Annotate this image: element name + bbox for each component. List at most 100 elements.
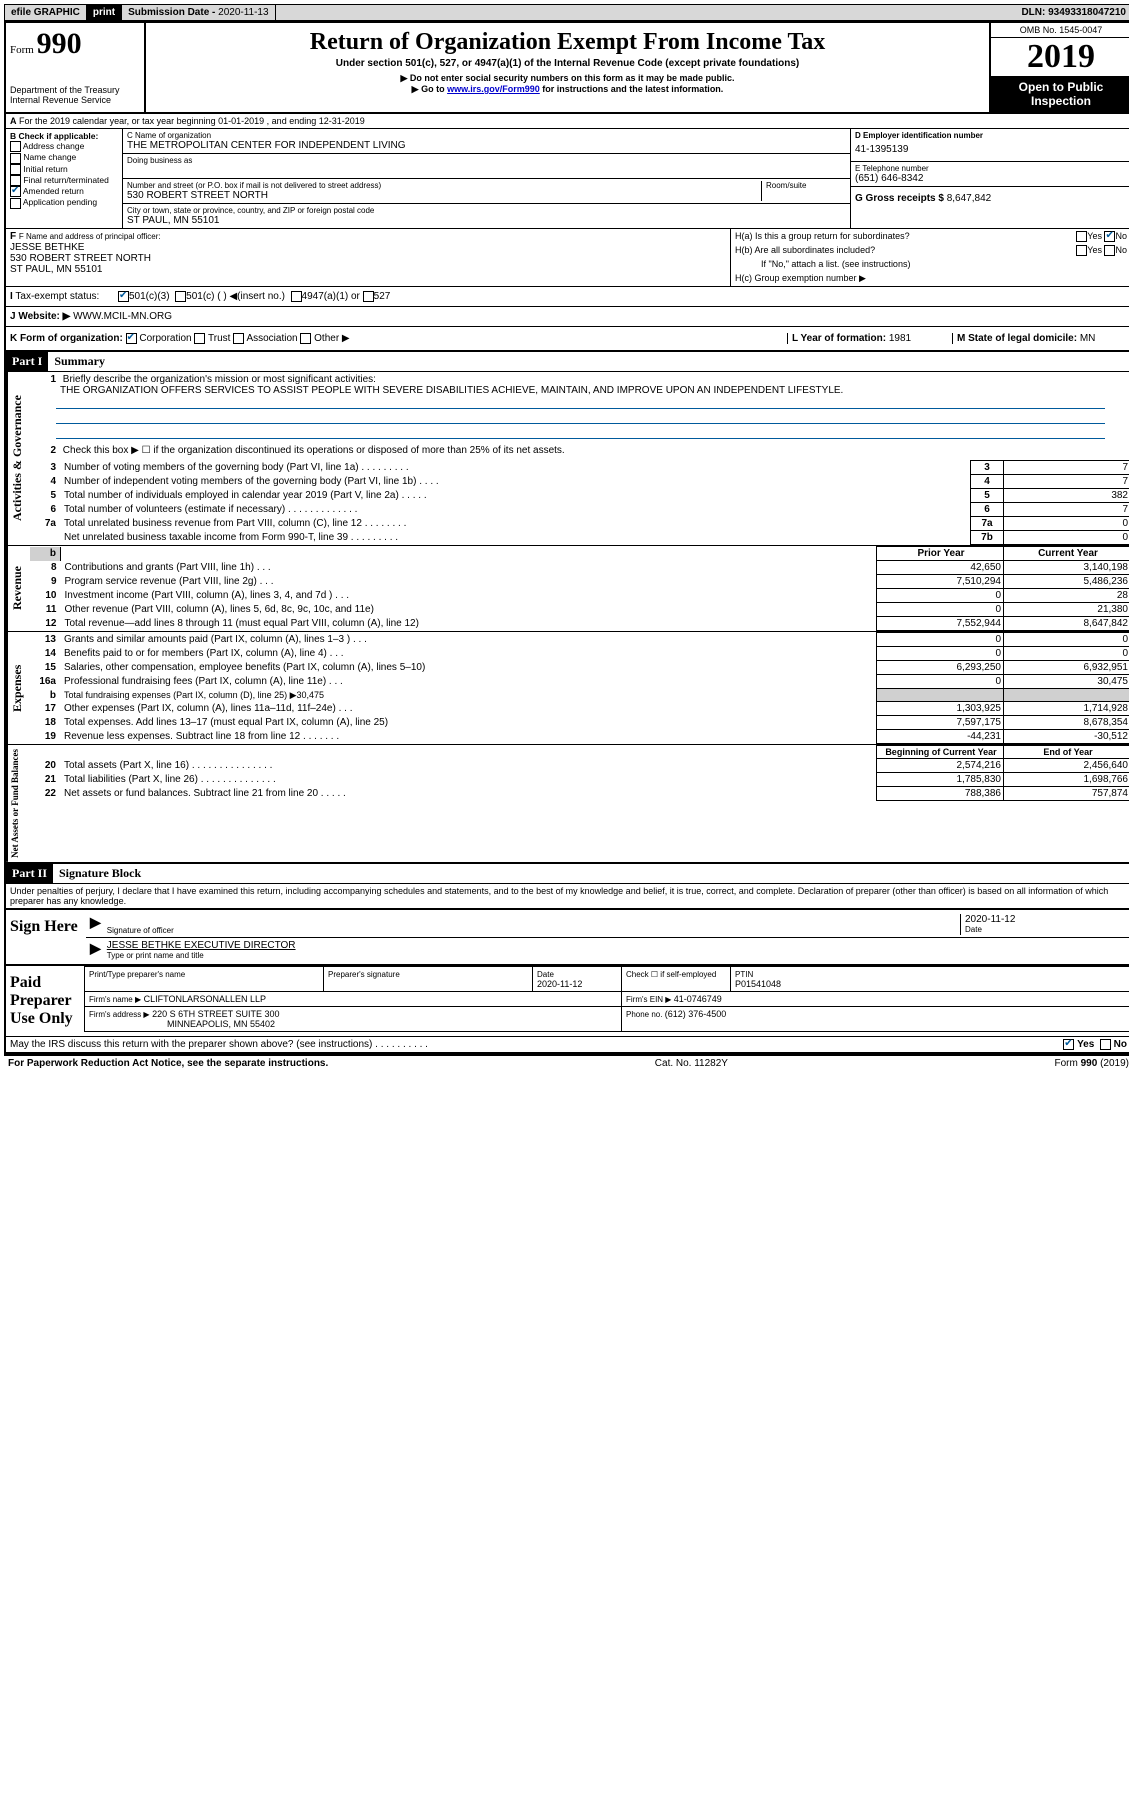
k-other-cb[interactable]: [300, 333, 311, 344]
section-a: A For the 2019 calendar year, or tax yea…: [6, 114, 1129, 129]
box-i: I Tax-exempt status: 501(c)(3) 501(c) ( …: [6, 287, 1129, 307]
ag-table: 3Number of voting members of the governi…: [30, 460, 1129, 545]
discuss-no-cb[interactable]: [1100, 1039, 1111, 1050]
ha-no-cb[interactable]: [1104, 231, 1115, 242]
phone-value: (612) 376-4500: [665, 1009, 727, 1019]
box-f: F F Name and address of principal office…: [6, 229, 730, 286]
prep-name-label: Print/Type preparer's name: [89, 970, 185, 979]
sig-date: 2020-11-12: [965, 914, 1125, 925]
fh-row: F F Name and address of principal office…: [6, 229, 1129, 287]
part1-body: Activities & Governance 1 Briefly descri…: [6, 372, 1129, 545]
expense-row: 17Other expenses (Part IX, column (A), l…: [30, 702, 1129, 716]
firm-ein-label: Firm's EIN ▶: [626, 995, 674, 1004]
phone-label: Phone no.: [626, 1010, 665, 1019]
k-trust-cb[interactable]: [194, 333, 205, 344]
j-value: WWW.MCIL-MN.ORG: [73, 311, 172, 322]
ha-yes-cb[interactable]: [1076, 231, 1087, 242]
open-public: Open to Public Inspection: [991, 76, 1129, 112]
side-rev: Revenue: [6, 546, 30, 631]
summary-row: 3Number of voting members of the governi…: [30, 461, 1129, 475]
k-assoc-cb[interactable]: [233, 333, 244, 344]
revenue-row: 12Total revenue—add lines 8 through 11 (…: [30, 617, 1129, 631]
f-addr: 530 ROBERT STREET NORTH: [10, 253, 726, 264]
discuss-yes-cb[interactable]: [1063, 1039, 1074, 1050]
form-header: Form 990 Department of the Treasury Inte…: [6, 23, 1129, 114]
irs-link[interactable]: www.irs.gov/Form990: [447, 84, 540, 94]
firm-addr2: MINNEAPOLIS, MN 55402: [89, 1019, 275, 1029]
netasset-row: 22Net assets or fund balances. Subtract …: [30, 787, 1129, 801]
j-label: Website: ▶: [18, 311, 70, 322]
m-value: MN: [1080, 333, 1096, 344]
discuss-row: May the IRS discuss this return with the…: [6, 1036, 1129, 1053]
l1-label: Briefly describe the organization's miss…: [63, 374, 376, 385]
hc-text: H(c) Group exemption number ▶: [731, 271, 1129, 286]
box-b-checkbox[interactable]: [10, 186, 21, 197]
netasset-row: 21Total liabilities (Part X, line 26) . …: [30, 773, 1129, 787]
firm-name-label: Firm's name ▶: [89, 995, 141, 1004]
summary-row: 6Total number of volunteers (estimate if…: [30, 503, 1129, 517]
sig-name: JESSE BETHKE EXECUTIVE DIRECTOR: [107, 940, 1125, 951]
hb-yes-cb[interactable]: [1076, 245, 1087, 256]
arrow-icon: ▶: [90, 940, 101, 960]
firm-name: CLIFTONLARSONALLEN LLP: [144, 994, 266, 1004]
prep-date-label: Date: [537, 970, 554, 979]
page-footer: For Paperwork Reduction Act Notice, see …: [4, 1055, 1129, 1071]
part2-header: Part II Signature Block: [6, 862, 1129, 884]
box-b-title: B Check if applicable:: [10, 131, 98, 141]
part1-header: Part I Summary: [6, 350, 1129, 372]
footer-right: Form 990 (2019): [1055, 1058, 1129, 1069]
paid-prep-label: Paid Preparer Use Only: [6, 966, 84, 1036]
box-b-item: Initial return: [10, 164, 118, 175]
section-a-text: For the 2019 calendar year, or tax year …: [19, 116, 365, 126]
box-b-checkbox[interactable]: [10, 153, 21, 164]
bcdeg-row: B Check if applicable: Address change Na…: [6, 129, 1129, 229]
revenue-row: 8Contributions and grants (Part VIII, li…: [30, 561, 1129, 575]
box-j: J Website: ▶ WWW.MCIL-MN.ORG: [6, 307, 1129, 327]
sig-officer-label: Signature of officer: [107, 926, 960, 935]
box-b-item: Name change: [10, 152, 118, 163]
c-city: ST PAUL, MN 55101: [127, 215, 846, 226]
i-527-cb[interactable]: [363, 291, 374, 302]
side-ag: Activities & Governance: [6, 372, 30, 545]
i-501c3-cb[interactable]: [118, 291, 129, 302]
prior-year-header: Prior Year: [877, 547, 1004, 561]
firm-ein: 41-0746749: [674, 994, 722, 1004]
prep-date: 2020-11-12: [537, 979, 582, 989]
begin-year-header: Beginning of Current Year: [877, 746, 1004, 759]
i-501c-cb[interactable]: [175, 291, 186, 302]
box-b-checkbox[interactable]: [10, 164, 21, 175]
firm-addr1: 220 S 6TH STREET SUITE 300: [152, 1009, 279, 1019]
k-corp-cb[interactable]: [126, 333, 137, 344]
g-label: G Gross receipts $: [855, 193, 947, 204]
i-4947-cb[interactable]: [291, 291, 302, 302]
discuss-text: May the IRS discuss this return with the…: [10, 1039, 428, 1050]
form-note1: ▶ Do not enter social security numbers o…: [152, 73, 983, 84]
ptin-label: PTIN: [735, 970, 753, 979]
d-value: 41-1395139: [855, 140, 1127, 159]
form-note2: ▶ Go to www.irs.gov/Form990 for instruct…: [152, 84, 983, 95]
ptin-value: P01541048: [735, 979, 781, 989]
box-h: H(a) Is this a group return for subordin…: [730, 229, 1129, 286]
l1-text: THE ORGANIZATION OFFERS SERVICES TO ASSI…: [34, 385, 1127, 396]
d-label: D Employer identification number: [855, 131, 1127, 140]
expense-row: 13Grants and similar amounts paid (Part …: [30, 633, 1129, 647]
summary-row: Net unrelated business taxable income fr…: [30, 531, 1129, 545]
box-b-checkbox[interactable]: [10, 198, 21, 209]
f-label: F Name and address of principal officer:: [19, 232, 161, 241]
box-b-item: Application pending: [10, 197, 118, 208]
end-year-header: End of Year: [1004, 746, 1129, 759]
sig-name-label: Type or print name and title: [107, 951, 1125, 960]
l-value: 1981: [889, 333, 911, 344]
firm-addr-label: Firm's address ▶: [89, 1010, 150, 1019]
expense-row: 16aProfessional fundraising fees (Part I…: [30, 675, 1129, 689]
print-button[interactable]: print: [87, 5, 122, 20]
revenue-row: 11Other revenue (Part VIII, column (A), …: [30, 603, 1129, 617]
hb-no-cb[interactable]: [1104, 245, 1115, 256]
form-title: Return of Organization Exempt From Incom…: [152, 29, 983, 56]
expense-row: 19Revenue less expenses. Subtract line 1…: [30, 730, 1129, 744]
box-b-checkbox[interactable]: [10, 141, 21, 152]
paid-preparer-section: Paid Preparer Use Only Print/Type prepar…: [6, 964, 1129, 1036]
submission-date: 2020-11-13: [218, 7, 268, 18]
netassets-section: Net Assets or Fund Balances Beginning of…: [6, 744, 1129, 862]
header-left: Form 990 Department of the Treasury Inte…: [6, 23, 146, 112]
